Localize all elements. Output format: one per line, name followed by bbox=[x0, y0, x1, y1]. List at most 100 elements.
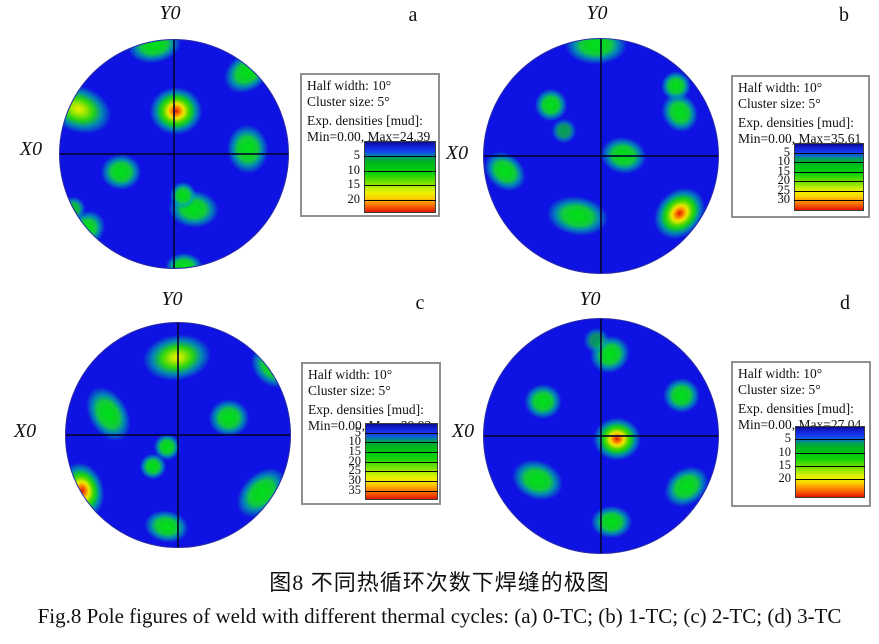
colorbar-tick-line bbox=[794, 152, 864, 154]
legend-densities-range: Min=0.00, Max=35.61 bbox=[738, 131, 862, 146]
pole-density-blob bbox=[116, 40, 193, 74]
pole-density-blob bbox=[202, 394, 255, 442]
legend-densities-title: Exp. densities [mud]: bbox=[738, 115, 854, 130]
colorbar-c: 5 10 15 20 25 30 35 bbox=[349, 423, 438, 500]
pole-density-blob bbox=[548, 115, 581, 147]
pole-density-blob bbox=[134, 501, 199, 547]
colorbar-tick-label: 15 bbox=[347, 177, 361, 192]
colorbar-tick-line bbox=[364, 185, 436, 187]
pole-figure-plot-a bbox=[59, 39, 289, 269]
legend-half-width: Half width: 10° bbox=[738, 366, 823, 381]
legend-cluster-size: Cluster size: 5° bbox=[738, 382, 821, 397]
colorbar-tick-line bbox=[365, 490, 438, 492]
legend-d: Half width: 10° Cluster size: 5° Exp. de… bbox=[731, 361, 871, 507]
pole-density-blob bbox=[556, 39, 636, 70]
colorbar-tick-line bbox=[794, 181, 864, 183]
pole-density-blob bbox=[534, 185, 620, 247]
vertical-axis-line bbox=[173, 40, 175, 268]
colorbar-tick-line bbox=[365, 442, 438, 444]
colorbar-tick-label: 15 bbox=[348, 444, 362, 459]
colorbar-tick-line bbox=[364, 200, 436, 202]
colorbar-tick-label: 10 bbox=[348, 434, 362, 449]
legend-half-width: Half width: 10° bbox=[308, 367, 393, 382]
colorbar-tick-label: 20 bbox=[347, 192, 361, 207]
axis-label-x0-c: X0 bbox=[13, 420, 37, 442]
pole-density-blob bbox=[233, 326, 290, 406]
vertical-axis-line bbox=[600, 39, 602, 273]
colorbar-tick-line bbox=[795, 479, 865, 481]
colorbar-tick-label: 5 bbox=[783, 144, 790, 159]
colorbar-tick-line bbox=[795, 465, 865, 467]
colorbar-tick-line bbox=[795, 452, 865, 454]
pole-density-blob bbox=[218, 115, 277, 184]
panel-letter-b: b bbox=[839, 4, 849, 26]
colorbar-tick-label: 20 bbox=[348, 453, 362, 468]
colorbar-gradient bbox=[795, 426, 865, 498]
colorbar-tick-label: 15 bbox=[777, 163, 791, 178]
pole-density-blob bbox=[136, 449, 170, 484]
legend-a: Half width: 10° Cluster size: 5° Exp. de… bbox=[300, 73, 440, 217]
legend-cluster-size: Cluster size: 5° bbox=[738, 96, 821, 111]
colorbar-tick-label: 5 bbox=[784, 431, 791, 446]
legend-cluster-size: Cluster size: 5° bbox=[308, 383, 391, 398]
legend-cluster-size: Cluster size: 5° bbox=[307, 94, 390, 109]
colorbar-tick-label: 5 bbox=[354, 424, 361, 439]
colorbar-gradient bbox=[365, 423, 438, 500]
colorbar-tick-label: 15 bbox=[778, 458, 792, 473]
pole-density-blob bbox=[587, 412, 648, 467]
legend-b: Half width: 10° Cluster size: 5° Exp. de… bbox=[731, 75, 870, 218]
pole-density-blob bbox=[94, 149, 148, 196]
legend-densities-title: Exp. densities [mud]: bbox=[738, 401, 854, 416]
pole-density-blob bbox=[579, 323, 613, 357]
colorbar-tick-line bbox=[365, 432, 438, 434]
panel-letter-d: d bbox=[840, 292, 850, 314]
colorbar-tick-line bbox=[365, 451, 438, 453]
vertical-axis-line bbox=[177, 323, 179, 547]
pole-density-blob bbox=[160, 249, 209, 268]
colorbar-a: 5 10 15 20 bbox=[348, 141, 436, 213]
caption-english: Fig.8 Pole figures of weld with differen… bbox=[37, 604, 842, 628]
colorbar-tick-line bbox=[794, 200, 864, 202]
panel-letter-a: a bbox=[408, 4, 418, 26]
colorbar-tick-label: 10 bbox=[777, 154, 791, 169]
axis-label-x0-a: X0 bbox=[19, 138, 43, 160]
colorbar-d: 5 10 15 20 bbox=[779, 426, 865, 498]
colorbar-tick-line bbox=[364, 155, 436, 157]
pole-density-blob bbox=[634, 168, 718, 259]
colorbar-gradient bbox=[794, 143, 864, 211]
colorbar-tick-label: 30 bbox=[348, 473, 362, 488]
pole-density-blob bbox=[657, 373, 705, 419]
colorbar-b: 5 10 15 20 25 30 bbox=[778, 143, 864, 211]
colorbar-tick-line bbox=[794, 190, 864, 192]
pole-density-blob bbox=[584, 500, 638, 544]
pole-figure-plot-b bbox=[483, 38, 719, 274]
pole-density-blob bbox=[143, 81, 210, 142]
pole-figure-plot-c bbox=[65, 322, 291, 548]
colorbar-tick-line bbox=[365, 461, 438, 463]
legend-densities-range: Min=0.00, Max=24.39 bbox=[307, 129, 431, 144]
legend-half-width: Half width: 10° bbox=[738, 80, 823, 95]
colorbar-tick-label: 25 bbox=[348, 463, 362, 478]
colorbar-tick-line bbox=[795, 439, 865, 441]
colorbar-tick-line bbox=[365, 480, 438, 482]
legend-densities-title: Exp. densities [mud]: bbox=[307, 113, 423, 128]
colorbar-tick-label: 30 bbox=[777, 192, 791, 207]
pole-density-blob bbox=[60, 192, 89, 226]
colorbar-tick-line bbox=[794, 162, 864, 164]
colorbar-tick-label: 25 bbox=[777, 182, 791, 197]
pole-density-blob bbox=[60, 66, 130, 152]
colorbar-tick-line bbox=[364, 170, 436, 172]
pole-density-blob bbox=[206, 40, 288, 111]
colorbar-tick-label: 5 bbox=[353, 147, 360, 162]
pole-density-blob bbox=[484, 135, 542, 208]
pole-density-blob bbox=[66, 449, 118, 532]
pole-density-blob bbox=[67, 368, 148, 459]
axis-label-y0-b: Y0 bbox=[586, 2, 608, 24]
axis-label-y0-a: Y0 bbox=[159, 2, 181, 24]
axis-label-y0-c: Y0 bbox=[161, 288, 183, 310]
colorbar-tick-label: 10 bbox=[778, 444, 792, 459]
legend-densities-title: Exp. densities [mud]: bbox=[308, 402, 424, 417]
axis-label-x0-b: X0 bbox=[445, 142, 469, 164]
legend-half-width: Half width: 10° bbox=[307, 78, 392, 93]
